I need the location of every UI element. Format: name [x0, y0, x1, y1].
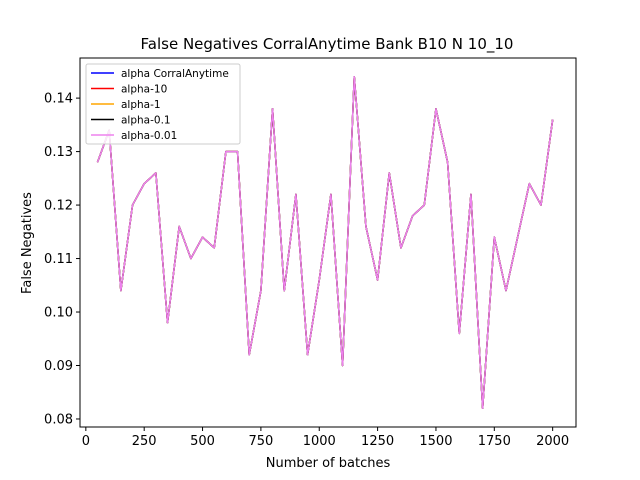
- plot-area: 0 250 500 750 1000 1250 1500 1750 2000 0.08 0.09 0.…: [44, 57, 577, 449]
- x-axis-label: Number of batches: [266, 456, 391, 471]
- legend-label: alpha-0.01: [121, 130, 177, 142]
- y-tick-label: 0.10: [44, 306, 73, 321]
- legend-box: [85, 63, 241, 145]
- legend-label: alpha-10: [121, 83, 167, 95]
- x-tick-label: 0: [82, 434, 90, 449]
- legend-label: alpha-0.1: [121, 114, 171, 126]
- x-tick-label: 500: [190, 434, 215, 449]
- x-tick-label: 1250: [361, 434, 394, 449]
- y-tick-label: 0.11: [44, 252, 73, 267]
- y-tick-label: 0.08: [44, 412, 73, 427]
- x-tick-label: 250: [132, 434, 157, 449]
- axes-frame: [79, 57, 577, 428]
- legend: alpha CorralAnytime alpha-10 alpha-1 alpha-…: [85, 63, 241, 145]
- legend-label: alpha-1: [121, 99, 161, 111]
- legend-label: alpha CorralAnytime: [121, 68, 229, 80]
- x-tick-label: 750: [248, 434, 273, 449]
- series-line-4: [96, 75, 554, 410]
- y-tick-label: 0.09: [44, 359, 73, 374]
- x-tick-label: 2000: [536, 434, 569, 449]
- y-tick-label: 0.14: [44, 92, 73, 107]
- x-tick-label: 1500: [419, 434, 452, 449]
- y-tick-label: 0.13: [44, 145, 73, 160]
- y-axis-label: False Negatives: [20, 192, 35, 294]
- x-tick-label: 1000: [303, 434, 336, 449]
- chart-title: False Negatives CorralAnytime Bank B10 N…: [141, 35, 514, 54]
- y-tick-label: 0.12: [44, 199, 73, 214]
- x-tick-label: 1750: [478, 434, 511, 449]
